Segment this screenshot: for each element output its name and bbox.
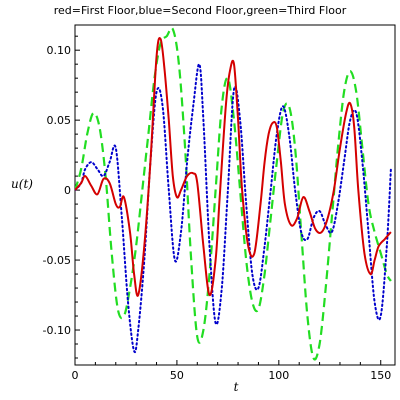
y-tick-label: -0.05 — [43, 254, 71, 267]
y-tick-label: 0 — [64, 184, 71, 197]
x-tick-label: 50 — [170, 369, 184, 382]
series-third-floor — [75, 26, 392, 361]
x-tick-label: 0 — [72, 369, 79, 382]
chart-title: red=First Floor,blue=Second Floor,green=… — [54, 4, 347, 17]
x-tick-label: 150 — [370, 369, 391, 382]
y-axis-label: u(t) — [11, 177, 33, 191]
plot-frame — [74, 24, 396, 366]
x-tick-label: 100 — [268, 369, 289, 382]
y-tick-label: 0.10 — [47, 44, 72, 57]
y-tick-label: 0.05 — [47, 114, 72, 127]
y-tick-label: -0.10 — [43, 324, 71, 337]
series-second-floor — [75, 63, 392, 354]
x-axis-label: t — [234, 380, 239, 394]
series-first-floor — [75, 36, 392, 297]
plot-area: 0 50 100 150 0.10 0.05 0 -0.05 -0.10 — [43, 24, 396, 382]
